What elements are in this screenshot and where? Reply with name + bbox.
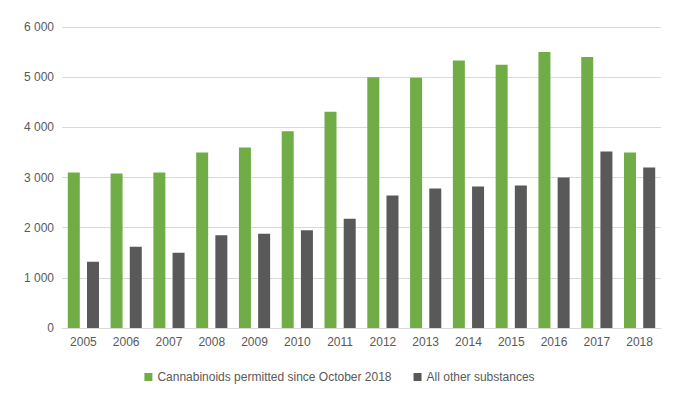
svg-text:2017: 2017 [583, 335, 610, 349]
svg-text:5 000: 5 000 [24, 70, 54, 84]
svg-text:2013: 2013 [412, 335, 439, 349]
svg-text:2018: 2018 [626, 335, 653, 349]
svg-text:2014: 2014 [455, 335, 482, 349]
svg-text:2015: 2015 [498, 335, 525, 349]
svg-text:2010: 2010 [284, 335, 311, 349]
svg-text:2011: 2011 [327, 335, 353, 349]
svg-text:3 000: 3 000 [24, 171, 54, 185]
svg-text:2006: 2006 [113, 335, 140, 349]
svg-text:4 000: 4 000 [24, 120, 54, 134]
svg-text:2 000: 2 000 [24, 221, 54, 235]
svg-text:2005: 2005 [70, 335, 97, 349]
svg-text:2009: 2009 [241, 335, 268, 349]
svg-text:2008: 2008 [198, 335, 225, 349]
svg-text:2007: 2007 [156, 335, 183, 349]
svg-text:2012: 2012 [370, 335, 397, 349]
svg-text:2016: 2016 [541, 335, 568, 349]
svg-text:0: 0 [47, 321, 54, 335]
svg-text:1 000: 1 000 [24, 271, 54, 285]
svg-text:Cannabinoids permitted since O: Cannabinoids permitted since October 201… [157, 370, 391, 384]
svg-text:6 000: 6 000 [24, 20, 54, 34]
svg-text:All other substances: All other substances [427, 370, 535, 384]
